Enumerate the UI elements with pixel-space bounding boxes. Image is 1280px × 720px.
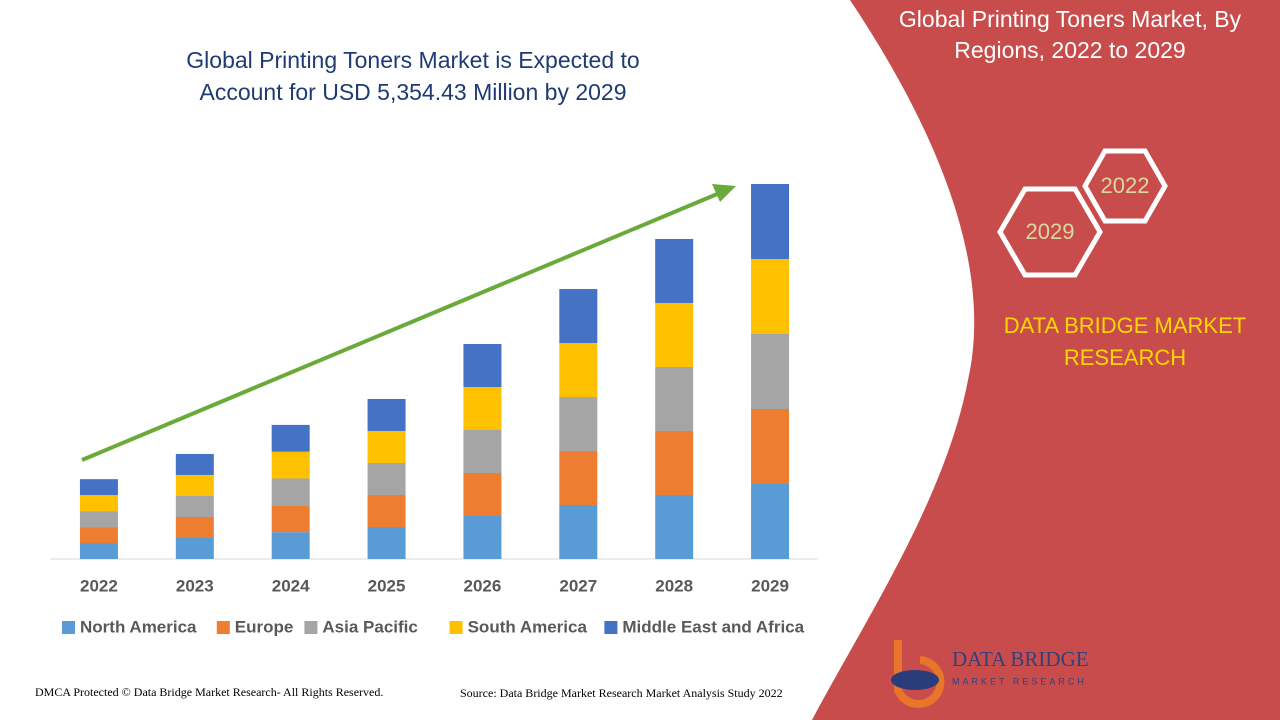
legend-swatch — [62, 621, 75, 634]
legend-swatch — [449, 621, 463, 634]
footer-copyright: DMCA Protected © Data Bridge Market Rese… — [35, 685, 383, 699]
bar-segment — [559, 343, 598, 398]
bar-segment — [175, 537, 214, 559]
bar-segment — [463, 387, 502, 431]
chart-title: Global Printing Toners Market is Expecte… — [186, 47, 640, 105]
legend-swatch — [216, 621, 230, 634]
bar-segment — [79, 543, 118, 559]
hexagon-label: 2022 — [1101, 173, 1150, 198]
bar-segment — [175, 474, 214, 496]
bar-segment — [559, 505, 598, 559]
bar-segment — [79, 495, 118, 512]
bar-segment — [367, 526, 406, 559]
bar-segment — [79, 479, 118, 496]
x-tick-label: 2025 — [368, 576, 406, 595]
bar-segment — [751, 409, 790, 484]
x-tick-label: 2028 — [655, 576, 693, 595]
bar-segment — [559, 289, 598, 344]
bar-segment — [463, 516, 502, 559]
bar-segment — [655, 302, 694, 367]
trend-arrow-head — [712, 184, 736, 202]
x-tick-label: 2022 — [80, 576, 118, 595]
hexagon-label: 2029 — [1026, 219, 1075, 244]
bar-segment — [751, 484, 790, 559]
bar-segment — [271, 478, 310, 506]
bar-segment — [175, 516, 214, 538]
x-tick-label: 2027 — [559, 576, 597, 595]
x-tick-label: 2026 — [464, 576, 502, 595]
bar-segment — [175, 453, 214, 475]
hexagon — [1082, 148, 1168, 224]
bar-segment — [463, 430, 502, 474]
brand: DATA BRIDGE MARKET RESEARCH — [1003, 313, 1247, 370]
bar-segment — [655, 494, 694, 559]
bar-segment — [367, 494, 406, 527]
legend-swatch — [304, 621, 318, 634]
logo-tagline: MARKET RESEARCH — [952, 676, 1087, 686]
bar-segment — [751, 259, 790, 334]
logo-icon — [894, 640, 945, 708]
hexagon — [997, 186, 1103, 278]
bar-segment — [655, 366, 694, 431]
x-tick-label: 2024 — [272, 576, 310, 595]
legend-label: Asia Pacific — [322, 617, 417, 636]
bar-segment — [175, 495, 214, 517]
trend-arrow — [81, 190, 723, 462]
bar-segment — [271, 532, 310, 559]
bar-segment — [79, 527, 118, 544]
bar-segment — [367, 462, 406, 495]
x-tick-label: 2023 — [176, 576, 214, 595]
bar-segment — [751, 334, 790, 409]
bar-segment — [367, 398, 406, 431]
bar-segment — [559, 397, 598, 452]
bar-segment — [655, 238, 694, 303]
bar-segment — [367, 430, 406, 463]
legend-label: South America — [468, 617, 588, 636]
bar-segment — [655, 430, 694, 495]
panel-title: Global Printing Toners Market, By Region… — [898, 6, 1242, 63]
bar-segment — [271, 505, 310, 533]
legend-label: North America — [80, 617, 197, 636]
legend-swatch — [604, 621, 618, 634]
x-tick-label: 2029 — [751, 576, 789, 595]
bar-segment — [79, 511, 118, 528]
legend-label: Europe — [235, 617, 294, 636]
bar-segment — [271, 424, 310, 452]
legend-label: Middle East and Africa — [622, 617, 804, 636]
bar-segment — [751, 184, 790, 259]
logo-name: DATA BRIDGE — [952, 647, 1089, 671]
bar-segment — [463, 473, 502, 517]
logo: DATA BRIDGE MARKET RESEARCH — [891, 640, 1089, 708]
bar-segment — [271, 451, 310, 479]
footer-source: Source: Data Bridge Market Research Mark… — [460, 686, 783, 700]
bar-segment — [463, 344, 502, 388]
logo-icon — [891, 670, 939, 690]
bar-segment — [559, 451, 598, 506]
